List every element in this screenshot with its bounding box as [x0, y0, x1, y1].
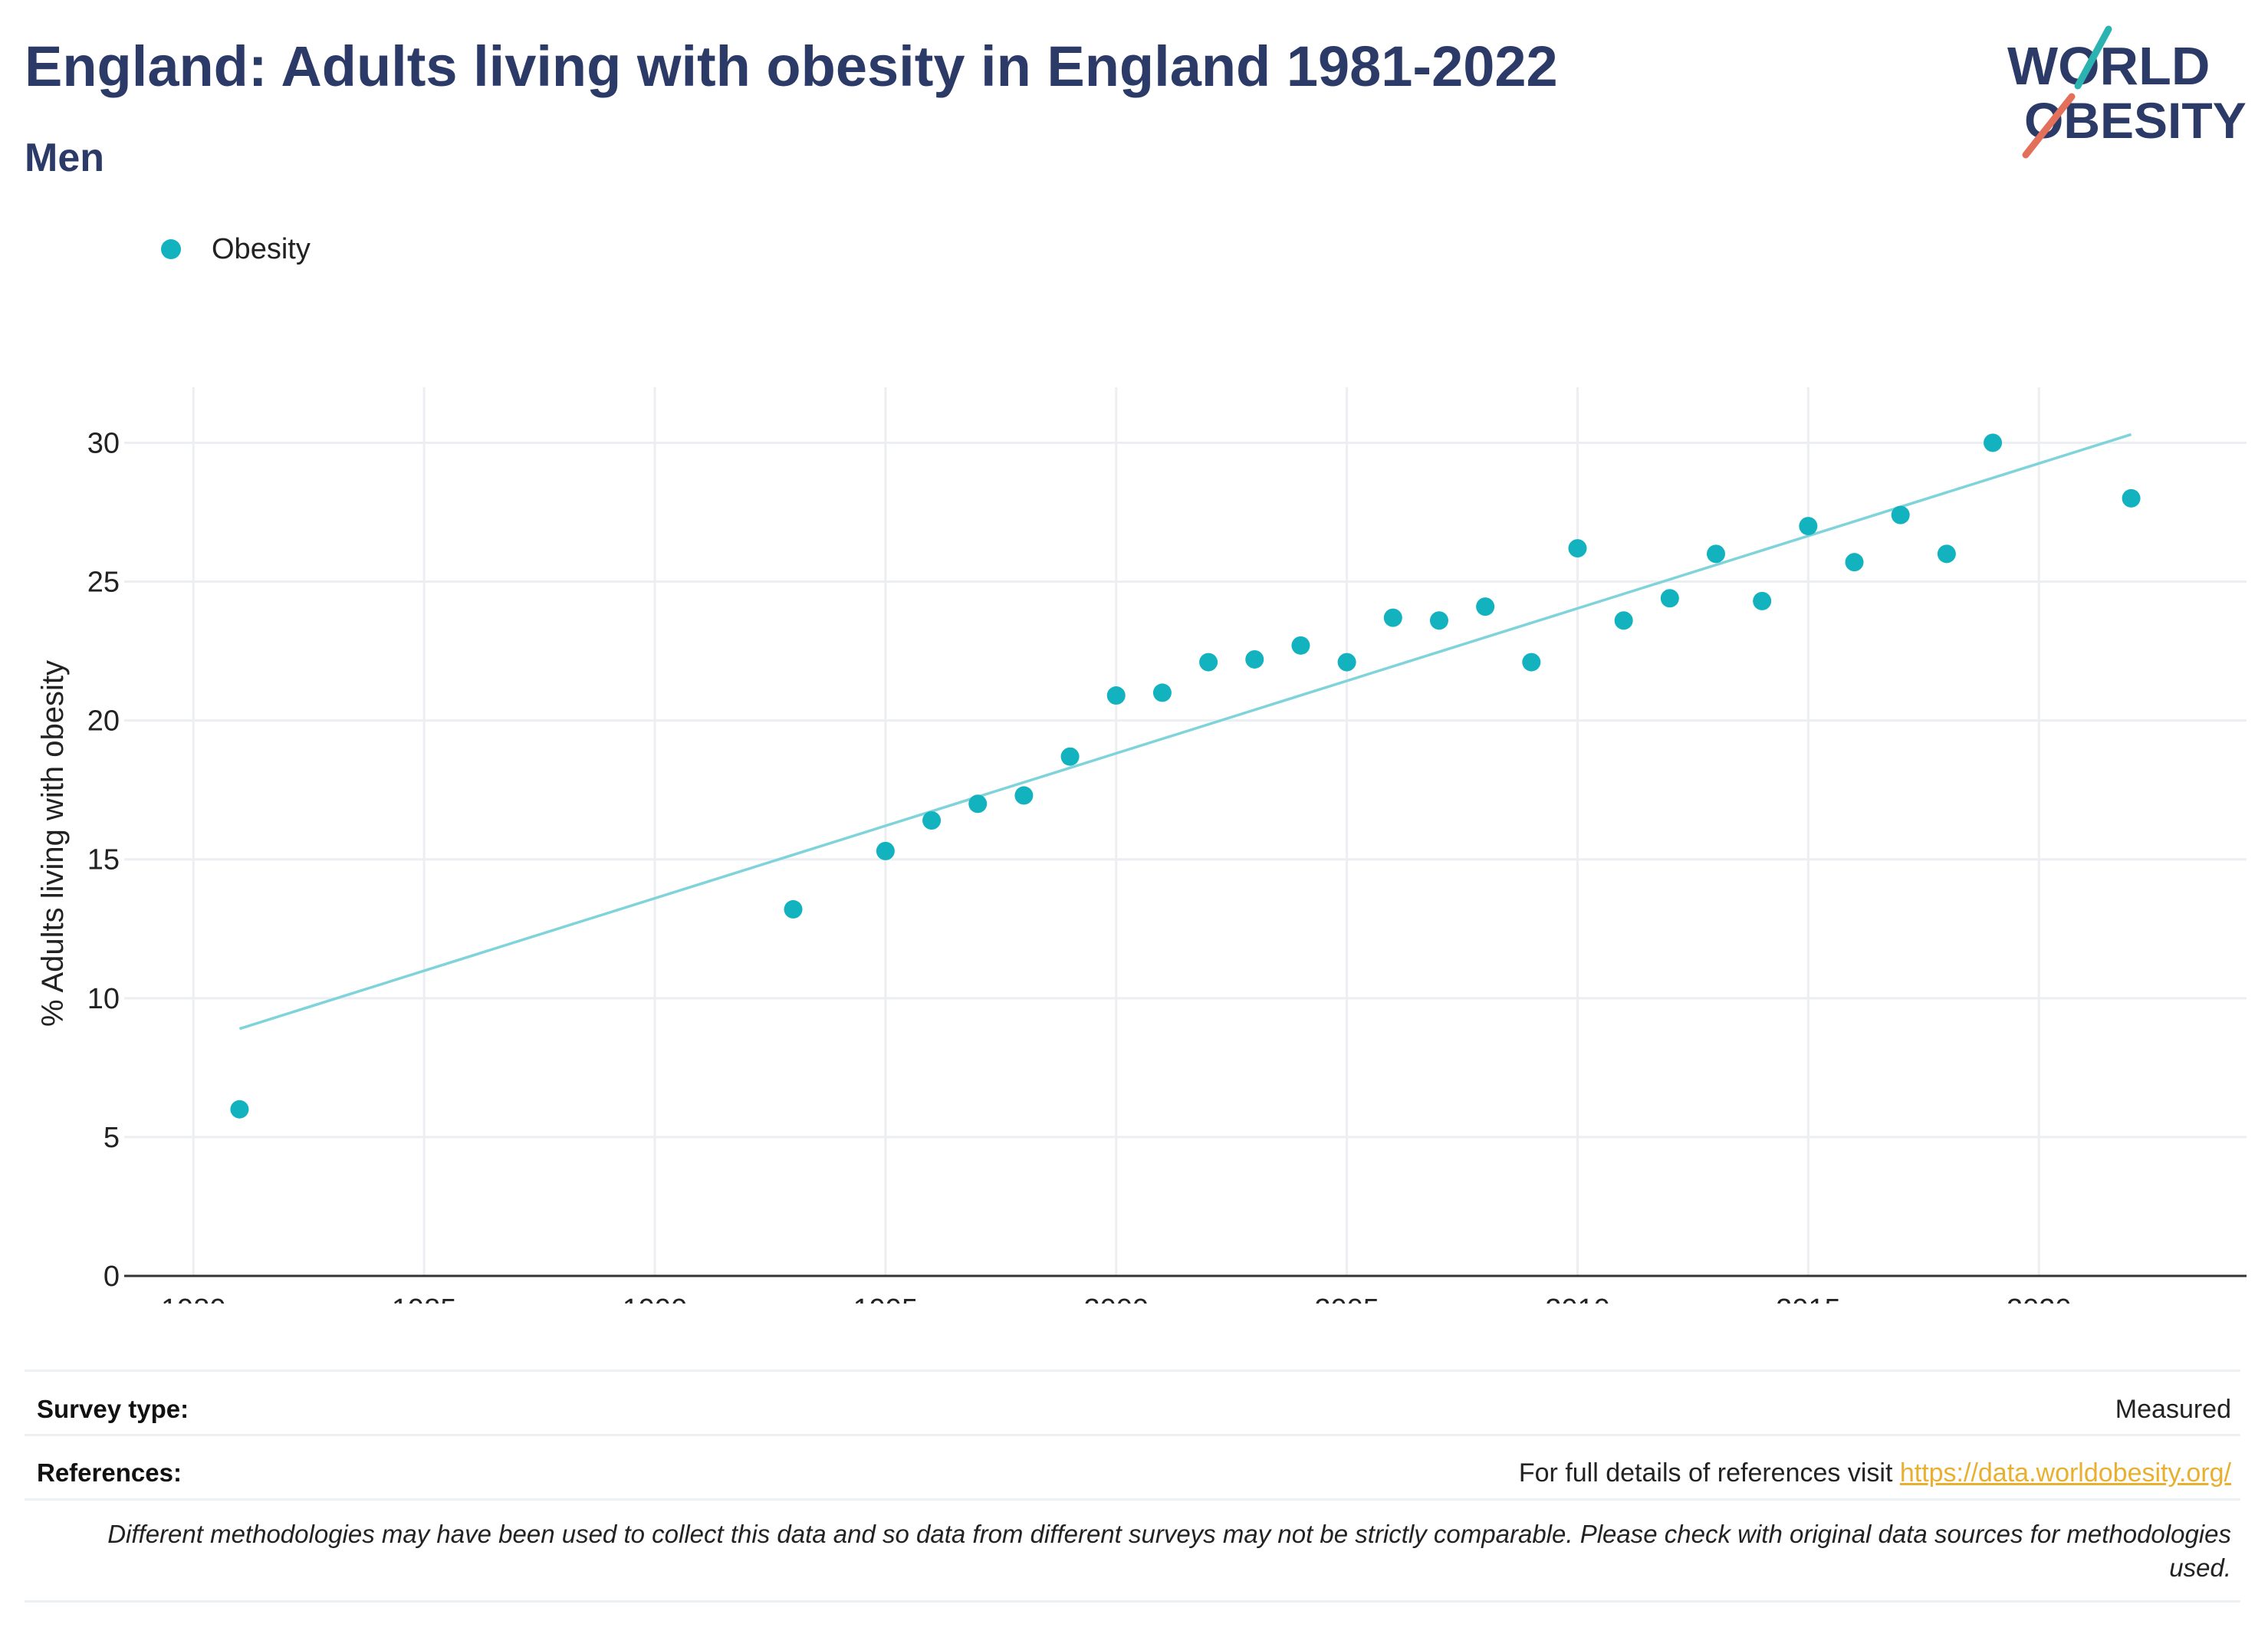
- trend-line: [238, 432, 2132, 1031]
- y-axis-label: % Adults living with obesity: [36, 660, 70, 1027]
- data-point: [1383, 608, 1402, 627]
- legend-label-obesity: Obesity: [212, 232, 311, 265]
- y-tick-label: 30: [87, 427, 120, 459]
- x-tick-label: 2020: [2007, 1294, 2072, 1304]
- data-point: [1707, 544, 1725, 564]
- data-point: [1845, 553, 1864, 572]
- x-tick-label: 1980: [161, 1294, 226, 1304]
- data-point: [1291, 636, 1310, 655]
- y-tick-label: 10: [87, 983, 120, 1015]
- data-point: [1106, 686, 1126, 705]
- references-link[interactable]: https://data.worldobesity.org/: [1899, 1458, 2231, 1488]
- x-tick-label: 2000: [1083, 1294, 1149, 1304]
- y-tick-label: 15: [87, 844, 120, 876]
- logo-text-obesity: OBESITY: [2024, 92, 2247, 149]
- data-point: [1799, 517, 1818, 536]
- data-point: [1937, 544, 1956, 564]
- trend-layer: [238, 432, 2132, 1031]
- axes: 1980198519901995200020052010201520200510…: [87, 427, 2247, 1304]
- references-row: References: For full details of referenc…: [25, 1434, 2240, 1501]
- data-point: [1476, 597, 1495, 616]
- survey-type-value: Measured: [2115, 1395, 2231, 1424]
- data-point: [1152, 683, 1172, 702]
- footer-info-table: Survey type: Measured References: For fu…: [25, 1369, 2240, 1603]
- methodology-note-row: Different methodologies may have been us…: [25, 1498, 2240, 1603]
- data-point: [968, 794, 988, 814]
- data-point: [230, 1100, 249, 1119]
- data-point: [1614, 611, 1633, 630]
- data-point: [1337, 653, 1356, 672]
- chart-legend: Obesity: [161, 230, 311, 268]
- data-point: [1753, 591, 1772, 610]
- references-value: For full details of references visit htt…: [1519, 1458, 2231, 1488]
- chart-subtitle: Men: [25, 136, 104, 180]
- data-point: [1429, 611, 1448, 630]
- references-text: For full details of references visit: [1518, 1458, 1900, 1488]
- data-point: [876, 841, 895, 860]
- x-tick-label: 1990: [623, 1294, 688, 1304]
- x-tick-label: 2005: [1314, 1294, 1379, 1304]
- grid-lines: [124, 387, 2247, 1276]
- data-point: [922, 811, 942, 830]
- logo-text-world: WORLD: [2007, 36, 2210, 96]
- data-point: [2122, 488, 2141, 508]
- data-point: [784, 899, 803, 919]
- methodology-note: Different methodologies may have been us…: [107, 1520, 2231, 1582]
- data-point: [1522, 653, 1541, 672]
- data-point: [1660, 589, 1679, 608]
- data-point: [1060, 747, 1080, 766]
- chart-title: England: Adults living with obesity in E…: [25, 35, 1558, 98]
- y-tick-label: 20: [87, 705, 120, 738]
- data-point: [1891, 505, 1910, 524]
- x-tick-label: 2015: [1776, 1294, 1841, 1304]
- x-tick-label: 1985: [392, 1294, 457, 1304]
- data-point: [1245, 649, 1264, 669]
- survey-type-label: Survey type:: [37, 1395, 189, 1423]
- x-tick-label: 2010: [1545, 1294, 1610, 1304]
- data-point: [1568, 539, 1587, 558]
- survey-type-row: Survey type: Measured: [25, 1369, 2240, 1436]
- data-point: [1984, 433, 2003, 452]
- y-tick-label: 0: [104, 1261, 120, 1293]
- data-point: [1014, 786, 1034, 805]
- y-tick-label: 25: [87, 567, 120, 599]
- data-points: [230, 433, 2141, 1119]
- data-point: [1199, 653, 1218, 672]
- scatter-chart: 1980198519901995200020052010201520200510…: [36, 387, 2247, 1304]
- y-tick-label: 5: [104, 1122, 120, 1154]
- x-tick-label: 1995: [853, 1294, 919, 1304]
- references-label: References:: [37, 1458, 182, 1487]
- legend-marker-obesity: [161, 239, 181, 259]
